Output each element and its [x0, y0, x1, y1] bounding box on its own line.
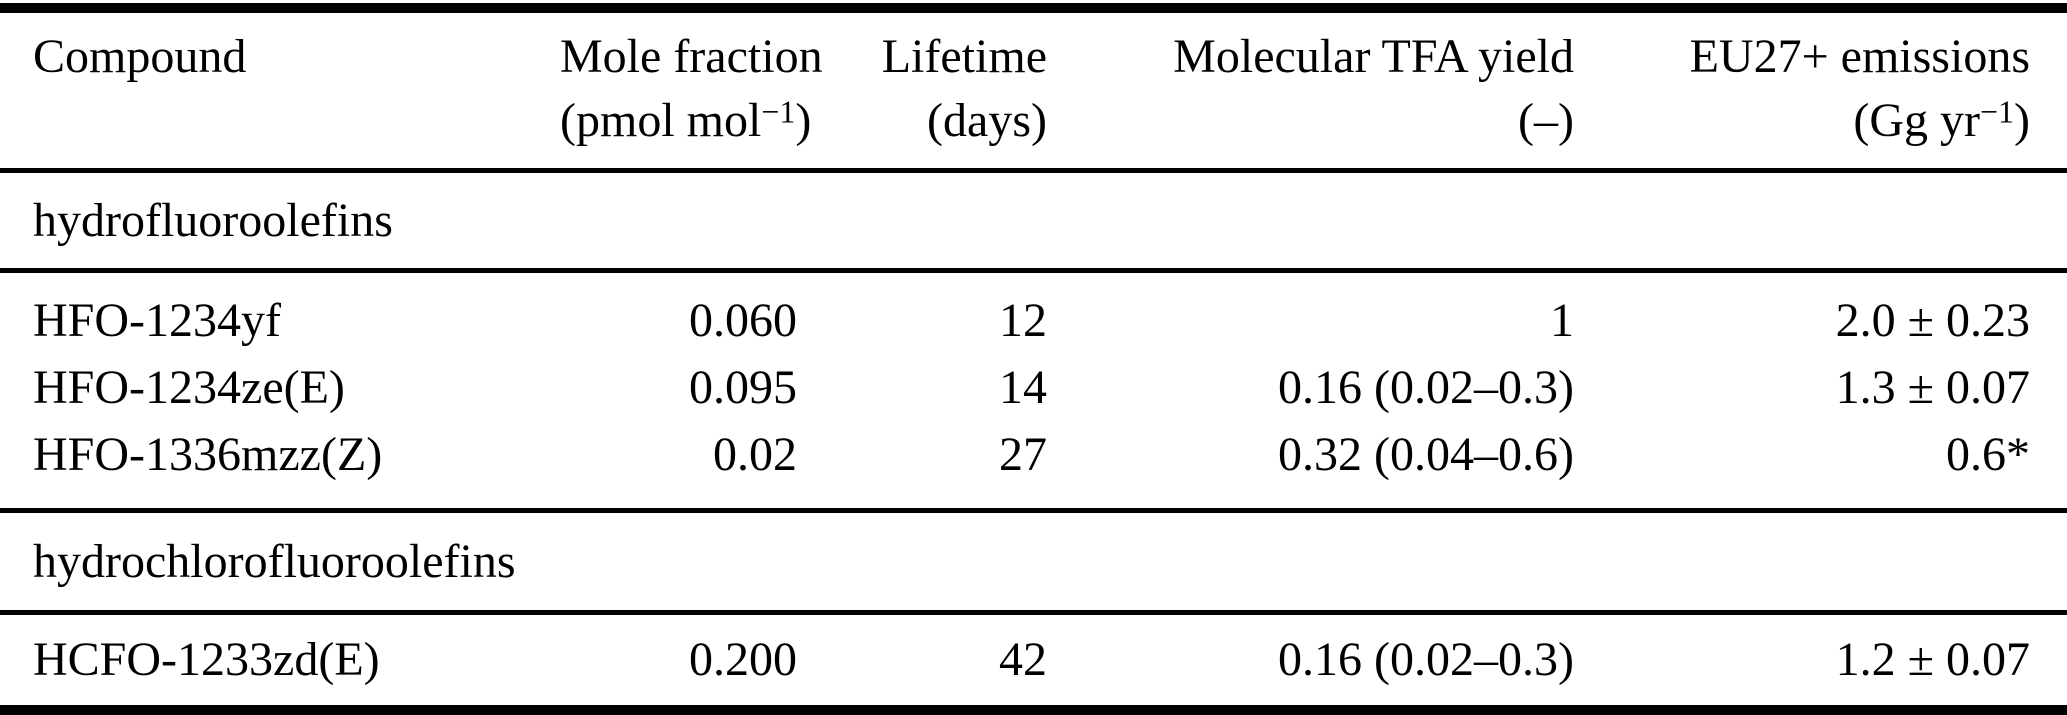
cell-lifetime: 14	[999, 361, 1047, 414]
top-rule	[0, 3, 2067, 13]
cell-mole-fraction: 0.200	[689, 633, 797, 686]
col-header-emissions-label: EU27+ emissions	[1689, 30, 2030, 83]
section-divider-rule	[0, 508, 2067, 513]
bottom-rule	[0, 705, 2067, 715]
hydrofluoroolefins-rows: HFO-1234yf 0.060 12 1 2.0 ± 0.23 HFO-123…	[0, 273, 2067, 508]
col-header-compound: Compound	[0, 25, 560, 153]
header-divider-rule	[0, 168, 2067, 173]
unit-text: )	[2014, 94, 2030, 147]
cell-mole-fraction: 0.095	[689, 361, 797, 414]
section-header-hydrochlorofluoroolefins: hydrochlorofluoroolefins	[0, 513, 2067, 610]
col-header-tfa-yield-label: Molecular TFA yield	[1173, 30, 1574, 83]
cell-emissions: 1.3 ± 0.07	[1835, 361, 2030, 414]
col-header-lifetime-unit: (days)	[927, 94, 1047, 147]
cell-emissions: 1.2 ± 0.07	[1835, 633, 2030, 686]
unit-text: )	[795, 94, 812, 147]
section-divider-rule	[0, 610, 2067, 615]
cell-tfa-yield: 0.16 (0.02–0.3)	[1278, 633, 1574, 686]
cell-lifetime: 42	[999, 633, 1047, 686]
unit-superscript: −1	[1979, 93, 2015, 130]
cell-compound: HFO-1234ze(E)	[33, 361, 345, 414]
cell-emissions: 0.6*	[1946, 428, 2030, 481]
cell-tfa-yield: 1	[1550, 294, 1574, 347]
hydrochlorofluoroolefins-rows: HCFO-1233zd(E) 0.200 42 0.16 (0.02–0.3) …	[0, 615, 2067, 705]
col-header-emissions: EU27+ emissions (Gg yr−1)	[1574, 25, 2067, 153]
col-header-mole-fraction: Mole fraction (pmol mol−1)	[560, 25, 823, 153]
section-title: hydrofluoroolefins	[33, 194, 393, 247]
cell-emissions: 2.0 ± 0.23	[1835, 294, 2030, 347]
unit-text: (pmol mol	[560, 94, 762, 147]
cell-compound: HFO-1336mzz(Z)	[33, 428, 383, 481]
cell-lifetime: 27	[999, 428, 1047, 481]
col-header-lifetime-label: Lifetime	[881, 30, 1047, 83]
cell-tfa-yield: 0.32 (0.04–0.6)	[1278, 428, 1574, 481]
col-header-lifetime: Lifetime (days)	[797, 25, 1047, 153]
cell-tfa-yield: 0.16 (0.02–0.3)	[1278, 361, 1574, 414]
cell-lifetime: 12	[999, 294, 1047, 347]
unit-text: (Gg yr	[1853, 94, 1980, 147]
col-header-mole-fraction-unit: (pmol mol−1)	[560, 89, 811, 153]
col-header-tfa-yield-unit: (–)	[1518, 94, 1574, 147]
col-header-compound-label: Compound	[33, 30, 247, 83]
cell-compound: HCFO-1233zd(E)	[33, 633, 380, 686]
section-header-hydrofluoroolefins: hydrofluoroolefins	[0, 173, 2067, 268]
unit-superscript: −1	[761, 93, 796, 130]
section-title: hydrochlorofluoroolefins	[33, 535, 516, 588]
col-header-emissions-unit: (Gg yr−1)	[1574, 89, 2030, 153]
cell-mole-fraction: 0.060	[689, 294, 797, 347]
col-header-mole-fraction-label: Mole fraction	[560, 30, 823, 83]
col-header-tfa-yield: Molecular TFA yield (–)	[1047, 25, 1574, 153]
cell-compound: HFO-1234yf	[33, 294, 281, 347]
section-divider-rule	[0, 268, 2067, 273]
header-row: Compound Mole fraction (pmol mol−1) Life…	[0, 13, 2067, 168]
cell-mole-fraction: 0.02	[713, 428, 797, 481]
